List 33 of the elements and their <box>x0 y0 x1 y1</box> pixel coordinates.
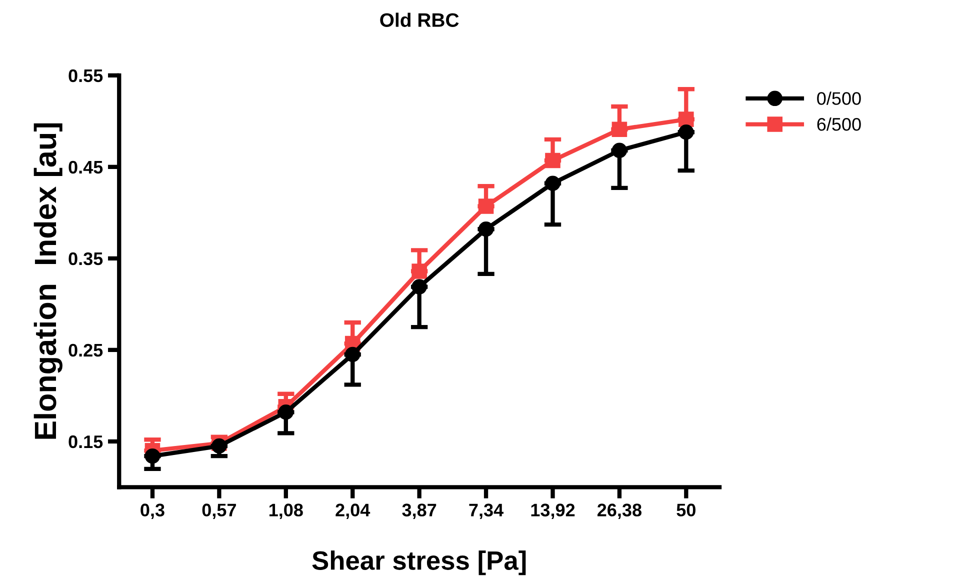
point <box>478 198 494 214</box>
x-axis-title: Shear stress [Pa] <box>312 550 526 576</box>
point <box>412 264 427 279</box>
point <box>545 176 560 192</box>
legend-label: 6/500 <box>817 118 861 131</box>
point <box>612 142 628 158</box>
x-tick-label: 3,87 <box>402 504 436 520</box>
point <box>412 279 427 294</box>
y-tick-label: 0.15 <box>68 435 103 448</box>
point <box>344 346 360 362</box>
y-tick-label: 0.55 <box>68 69 103 82</box>
chart-title: Old RBC <box>380 12 459 27</box>
x-tick-label: 13,92 <box>531 504 575 520</box>
x-tick-label: 50 <box>676 504 696 516</box>
point <box>612 122 628 138</box>
point <box>678 112 694 127</box>
x-tick-label: 2,04 <box>336 504 370 520</box>
x-tick-label: 0,57 <box>202 504 236 520</box>
point <box>478 222 494 237</box>
point <box>678 124 694 140</box>
point <box>278 404 294 420</box>
y-axis-title: Elongation Index [au] <box>34 123 62 439</box>
x-tick-label: 1,08 <box>269 504 303 520</box>
y-tick-label: 0.35 <box>68 252 103 266</box>
point <box>545 152 560 168</box>
y-tick-label: 0.25 <box>68 344 103 357</box>
x-tick-label: 0,3 <box>140 504 164 520</box>
x-tick-label: 26,38 <box>597 504 642 520</box>
point <box>212 438 227 454</box>
legend-label: 0/500 <box>817 92 861 105</box>
y-tick-label: 0.45 <box>68 160 103 174</box>
x-tick-label: 7,34 <box>469 504 504 520</box>
point <box>144 448 160 464</box>
